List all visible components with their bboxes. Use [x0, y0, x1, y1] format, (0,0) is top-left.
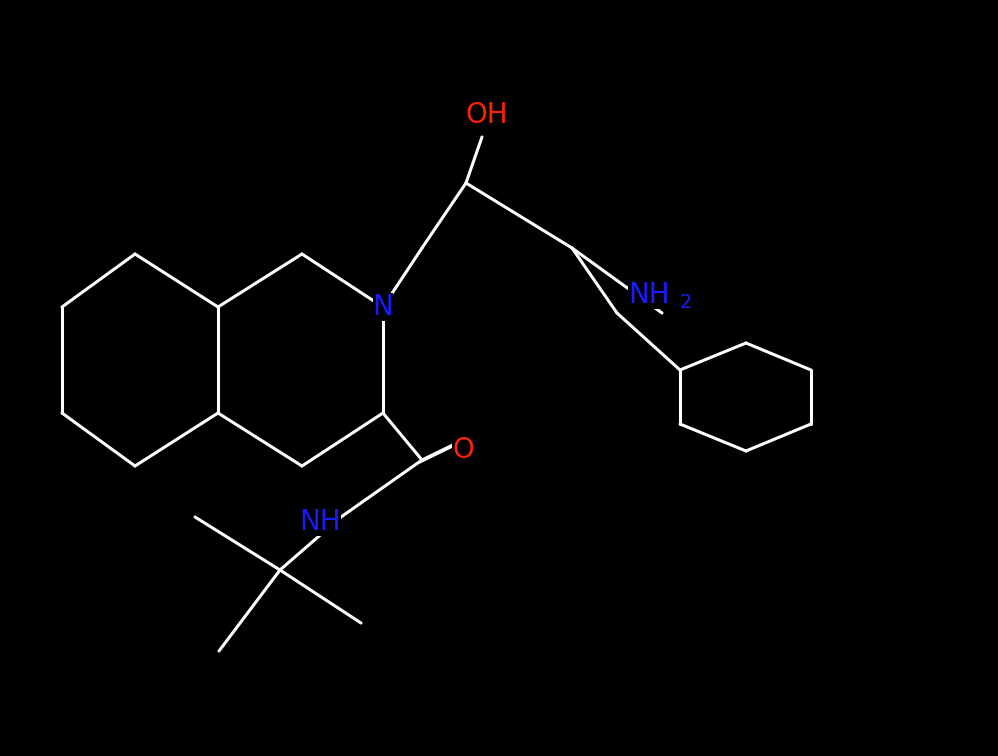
Text: 2: 2	[680, 293, 693, 311]
Text: O: O	[452, 436, 474, 464]
Text: OH: OH	[466, 101, 508, 129]
Text: N: N	[372, 293, 393, 321]
Text: NH: NH	[299, 508, 340, 536]
Text: NH: NH	[629, 281, 670, 309]
